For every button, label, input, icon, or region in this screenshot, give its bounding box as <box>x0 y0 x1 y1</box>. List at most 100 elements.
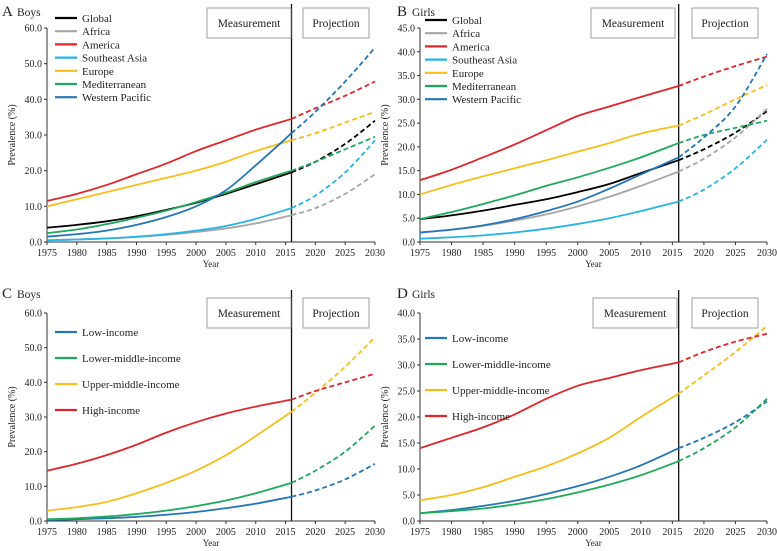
panel-d-x-tick-label: 2025 <box>725 527 745 538</box>
panel-b-y-tick-label: 40.0 <box>398 47 416 58</box>
panel-a-x-tick-label: 2020 <box>305 248 325 259</box>
panel-b-projection-box <box>691 7 759 39</box>
panel-a-series-america-projected <box>291 80 376 120</box>
panel-d-series-upper-middle-income-measured <box>419 392 680 502</box>
panel-b-x-tick-label: 1985 <box>473 248 493 259</box>
panel-a-y-tick-label: 30.0 <box>25 131 43 142</box>
panel-a-series-western-pacific-measured <box>46 132 293 238</box>
panel-c-x-tick-label: 1990 <box>126 527 146 538</box>
panel-a-series-western-pacific-projected <box>290 47 376 134</box>
panel-c-x-tick-label: 1985 <box>97 527 117 538</box>
panel-d-projection-box <box>691 297 759 329</box>
panel-a-x-tick-label: 2005 <box>216 248 236 259</box>
panel-c-x-tick-label: 2015 <box>276 527 296 538</box>
panel-d-y-axis-label: Prevalence (%) <box>380 386 391 447</box>
panel-a-legend-label-mediterranean: Mediterranean <box>82 79 147 91</box>
panel-d-series-upper-middle-income-projected <box>678 325 768 395</box>
panel-c-projection-box <box>302 297 370 329</box>
panel-a-legend-label-america: America <box>82 39 120 51</box>
panel-b-series-global-measured <box>419 159 679 221</box>
panel-c-legend-label-upper-middle-income: Upper-middle-income <box>82 379 180 391</box>
panel-c-y-tick-label: 20.0 <box>25 447 43 458</box>
panel-b-legend-label-global: Global <box>452 15 482 27</box>
panel-d-y-tick-label: 5.0 <box>403 491 416 502</box>
panel-a-x-tick-label: 2000 <box>186 248 206 259</box>
panel-a-legend-label-europe: Europe <box>82 66 114 78</box>
panel-b-series-southeast-asia-projected <box>678 139 768 203</box>
panel-c-y-tick-label: 10.0 <box>25 482 43 493</box>
panel-b-x-axis-label: Year <box>585 259 602 269</box>
panel-d-x-tick-label: 2020 <box>694 527 714 538</box>
panel-a-x-tick-label: 2025 <box>335 248 355 259</box>
panel-a-sex-label: Boys <box>17 7 41 19</box>
panel-a-series-america-measured <box>46 118 292 202</box>
panel-b-x-tick-label: 1975 <box>410 248 430 259</box>
panel-b-legend-label-africa: Africa <box>452 28 480 40</box>
panel-b-letter: B <box>397 4 407 20</box>
panel-b-legend-label-mediterranean: Mediterranean <box>452 81 517 93</box>
panel-c-x-axis-label: Year <box>203 538 220 548</box>
panel-b-y-axis-label: Prevalence (%) <box>380 104 391 165</box>
panel-a-legend-label-africa: Africa <box>82 26 110 38</box>
panel-a-letter: A <box>2 4 13 20</box>
panel-a-y-tick-label: 20.0 <box>25 166 43 177</box>
panel-b-x-tick-label: 2030 <box>757 248 777 259</box>
panel-b-series-america-measured <box>419 85 679 182</box>
panel-d-series-low-income-measured <box>419 447 680 515</box>
panel-d-projection-label: Projection <box>701 308 749 320</box>
panel-d-x-tick-label: 2005 <box>599 527 619 538</box>
panel-a-x-tick-label: 1995 <box>156 248 176 259</box>
panel-a-legend-label-global: Global <box>82 13 112 25</box>
panel-c-y-tick-label: 60.0 <box>25 309 43 320</box>
panel-c-series-upper-middle-income-measured <box>46 411 293 512</box>
panel-a-x-tick-label: 1985 <box>97 248 117 259</box>
panel-c-y-tick-label: 0.0 <box>30 517 43 528</box>
panel-d-legend-label-high-income: High-income <box>452 411 510 423</box>
panel-a-x-tick-label: 2010 <box>246 248 266 259</box>
panel-b-series-america-projected <box>678 55 768 87</box>
panel-b-y-tick-label: 45.0 <box>398 24 416 35</box>
panel-b-x-tick-label: 2005 <box>599 248 619 259</box>
panel-c-x-tick-label: 1980 <box>67 527 87 538</box>
panel-d-series-high-income-projected <box>678 332 768 364</box>
panel-d-legend-label-upper-middle-income: Upper-middle-income <box>452 385 550 397</box>
panel-a-series-europe-projected <box>291 110 376 142</box>
panel-d-letter: D <box>397 286 408 302</box>
panel-d-x-tick-label: 1985 <box>473 527 493 538</box>
panel-a-x-tick-label: 2015 <box>276 248 296 259</box>
panel-a-y-tick-label: 50.0 <box>25 59 43 70</box>
panel-d-series-low-income-projected <box>678 400 768 450</box>
panel-d-y-tick-label: 10.0 <box>398 465 416 476</box>
panel-b-series-africa-projected <box>678 108 768 173</box>
panel-d-series-lower-middle-income-measured <box>419 460 679 515</box>
panel-b-y-tick-label: 5.0 <box>403 214 416 225</box>
panel-b-series-mediterranean-projected <box>678 119 768 144</box>
panel-c-x-tick-label: 1975 <box>37 527 57 538</box>
panel-b-x-tick-label: 2000 <box>568 248 588 259</box>
panel-a-y-tick-label: 10.0 <box>25 202 43 213</box>
panel-c-measurement-label: Measurement <box>218 308 281 320</box>
panel-a-series-europe-measured <box>46 139 292 208</box>
panel-a-series-global-projected <box>291 120 376 174</box>
panel-c-y-tick-label: 40.0 <box>25 378 43 389</box>
panel-d-y-tick-label: 30.0 <box>398 361 416 372</box>
panel-a-series-mediterranean-projected <box>291 135 376 172</box>
panel-d-x-tick-label: 2030 <box>757 527 777 538</box>
panel-a-y-tick-label: 0.0 <box>30 238 43 249</box>
panel-b-series-europe-measured <box>419 124 679 196</box>
panel-a-measurement-label: Measurement <box>218 18 281 30</box>
panel-b-x-tick-label: 2025 <box>725 248 745 259</box>
panel-b-y-tick-label: 0.0 <box>403 238 416 249</box>
panel-c-series-high-income-measured <box>46 398 292 472</box>
panel-b-measurement-label: Measurement <box>602 18 665 30</box>
panel-c-series-low-income-projected <box>291 463 376 498</box>
panel-c-letter: C <box>2 286 12 302</box>
panel-b-x-tick-label: 2020 <box>694 248 714 259</box>
panel-b-x-tick-label: 1995 <box>536 248 556 259</box>
panel-c-x-tick-label: 2030 <box>365 527 385 538</box>
panel-d-y-tick-label: 35.0 <box>398 335 416 346</box>
panel-c-legend-label-low-income: Low-income <box>82 327 138 339</box>
panel-c-series-lower-middle-income-projected <box>291 424 376 484</box>
panel-d-legend-label-low-income: Low-income <box>452 333 508 345</box>
panel-d-x-tick-label: 2015 <box>662 527 682 538</box>
